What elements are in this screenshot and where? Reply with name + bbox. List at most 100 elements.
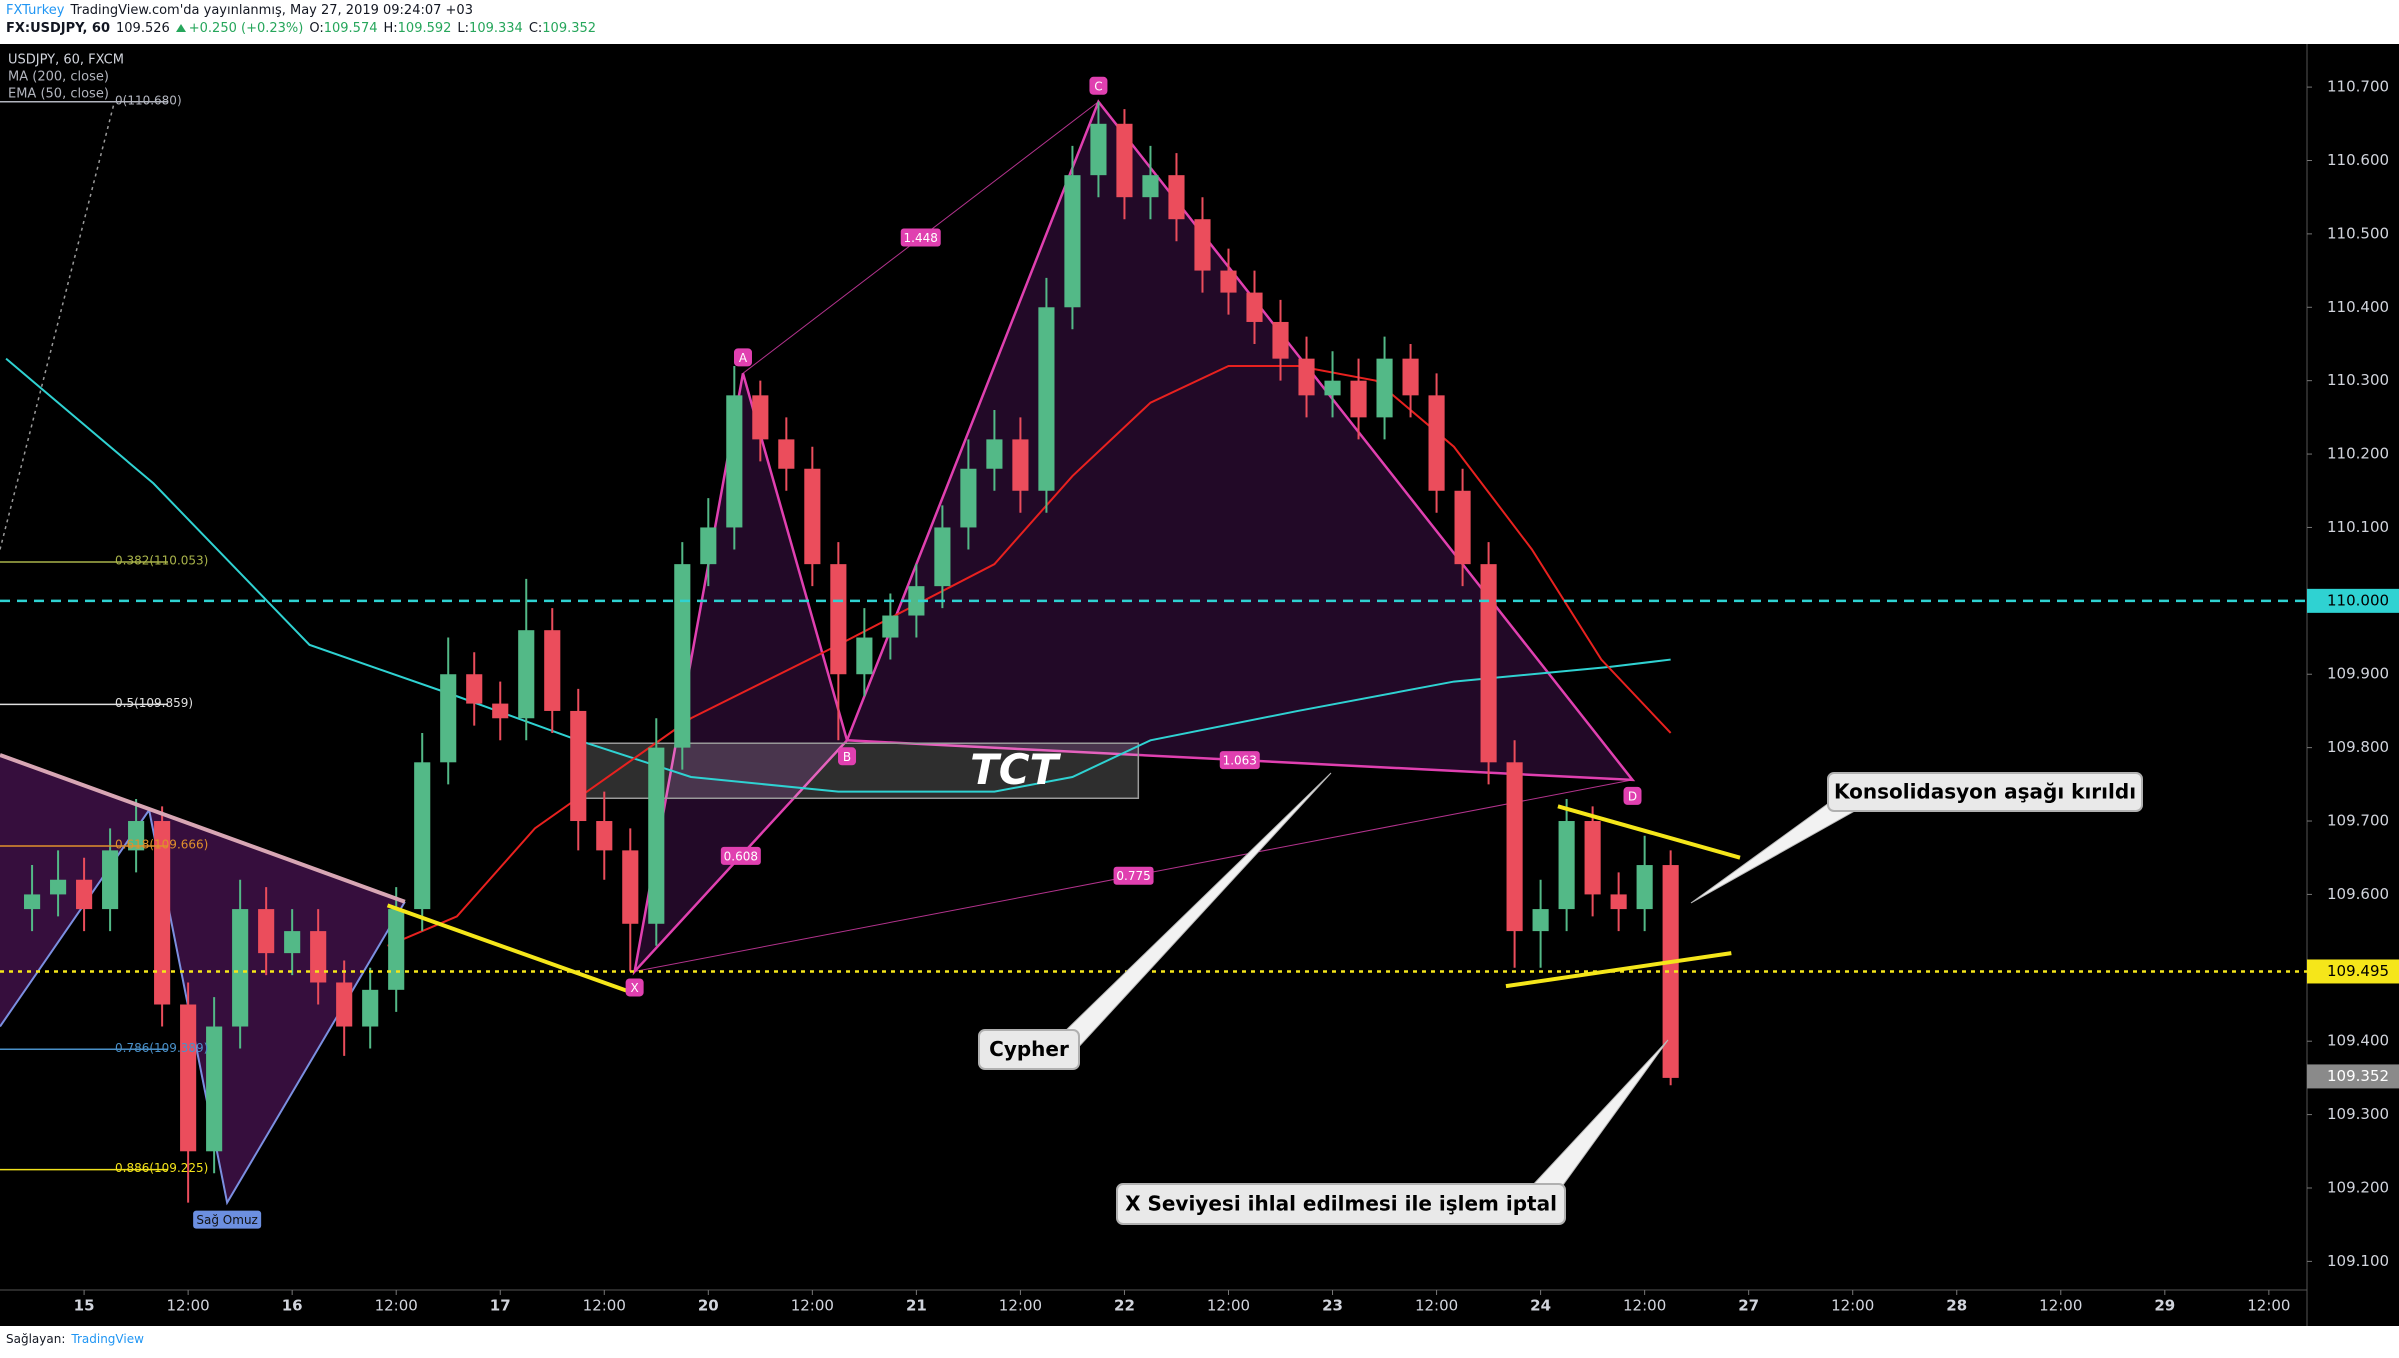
x-tick-label: 20 bbox=[698, 1297, 719, 1315]
candle-body bbox=[128, 821, 145, 851]
candle-body bbox=[284, 931, 301, 954]
candle-body bbox=[1272, 321, 1289, 359]
candle-body bbox=[1220, 270, 1237, 293]
candle-body bbox=[336, 982, 353, 1027]
ratio-label: 1.448 bbox=[904, 231, 938, 245]
candle-body bbox=[544, 630, 561, 711]
candle-body bbox=[596, 821, 613, 851]
last-price-label: 109.352 bbox=[2327, 1067, 2389, 1085]
change: +0.250 (+0.23%) bbox=[175, 21, 303, 36]
x-tick-label: 22 bbox=[1114, 1297, 1135, 1315]
candle-body bbox=[1194, 219, 1211, 271]
y-tick-label: 110.400 bbox=[2327, 298, 2389, 316]
candle-body bbox=[414, 762, 431, 910]
pattern-point-bg bbox=[1623, 786, 1642, 805]
candle-body bbox=[1376, 358, 1393, 418]
y-tick-label: 110.100 bbox=[2327, 518, 2389, 536]
candle-body bbox=[1532, 909, 1549, 932]
candle-body bbox=[804, 468, 821, 565]
ohlc-label: C: bbox=[528, 21, 543, 36]
pattern-point-label: A bbox=[739, 351, 748, 365]
callout-text: Cypher bbox=[989, 1037, 1069, 1061]
candle-body bbox=[24, 894, 41, 910]
x-tick-label: 12:00 bbox=[375, 1297, 418, 1315]
symbol: FX:USDJPY, 60 bbox=[6, 21, 110, 36]
pattern-point-label: D bbox=[1628, 789, 1637, 803]
callout-text: Konsolidasyon aşağı kırıldı bbox=[1834, 780, 2136, 804]
candle-body bbox=[960, 468, 977, 528]
h-line-label: 109.495 bbox=[2327, 962, 2389, 980]
ratio-bg bbox=[720, 846, 761, 865]
x-tick-label: 12:00 bbox=[1831, 1297, 1874, 1315]
ratio-bg bbox=[900, 228, 941, 247]
plot bbox=[0, 99, 1741, 1206]
y-tick-label: 109.600 bbox=[2327, 885, 2389, 903]
pattern-point-bg bbox=[838, 747, 857, 766]
zone bbox=[573, 742, 1140, 800]
trend-line bbox=[1505, 951, 1732, 989]
pattern-point-bg bbox=[733, 348, 752, 367]
pattern-point-bg bbox=[625, 978, 644, 997]
ohlc-value: 109.592 bbox=[397, 21, 452, 36]
x-tick-label: 24 bbox=[1530, 1297, 1551, 1315]
left-pattern-label-bg bbox=[193, 1210, 262, 1229]
candle-body bbox=[1558, 821, 1575, 910]
ratio-bg bbox=[1113, 866, 1154, 885]
ratio-bg bbox=[1219, 751, 1260, 770]
footer: Sağlayan: TradingView bbox=[6, 1332, 144, 1346]
left-pattern-label: Sağ Omuz bbox=[196, 1213, 257, 1227]
candle-body bbox=[882, 615, 899, 638]
pattern-point-label: C bbox=[1094, 79, 1102, 93]
candle-body bbox=[752, 395, 769, 440]
x-tick-label: 28 bbox=[1946, 1297, 1967, 1315]
candle-body bbox=[1584, 821, 1601, 895]
ohlc-label: O: bbox=[309, 21, 324, 36]
candle-body bbox=[986, 439, 1003, 469]
brand[interactable]: TradingView bbox=[71, 1332, 144, 1346]
y-tick-label: 109.800 bbox=[2327, 738, 2389, 756]
pattern-point-label: X bbox=[631, 981, 639, 995]
x-tick-label: 12:00 bbox=[1415, 1297, 1458, 1315]
fib-label: 0(110.680) bbox=[115, 93, 182, 107]
candle-body bbox=[518, 630, 535, 719]
x-tick-label: 12:00 bbox=[2247, 1297, 2290, 1315]
y-tick-label: 109.200 bbox=[2327, 1178, 2389, 1196]
ratio-label: 0.608 bbox=[724, 849, 758, 863]
candle-body bbox=[1012, 439, 1029, 491]
x-tick-label: 12:00 bbox=[1207, 1297, 1250, 1315]
x-tick-label: 12:00 bbox=[791, 1297, 834, 1315]
candle-body bbox=[1350, 380, 1367, 418]
last-price-bg bbox=[2307, 1064, 2399, 1089]
x-tick-label: 16 bbox=[282, 1297, 303, 1315]
candle-body bbox=[1064, 175, 1081, 308]
ohlc: O:109.574 H:109.592 L:109.334 C:109.352 bbox=[309, 21, 602, 36]
trend-line bbox=[386, 903, 636, 996]
candle-body bbox=[492, 703, 509, 719]
candle-body bbox=[258, 909, 275, 954]
callout-box bbox=[1116, 1183, 1566, 1225]
candle-body bbox=[1402, 358, 1419, 396]
candle-body bbox=[778, 439, 795, 469]
candle-body bbox=[154, 821, 171, 1005]
callout-text: X Seviyesi ihlal edilmesi ile işlem ipta… bbox=[1125, 1192, 1557, 1216]
x-tick-label: 12:00 bbox=[2039, 1297, 2082, 1315]
candle-body bbox=[1116, 123, 1133, 198]
publisher[interactable]: FXTurkey bbox=[6, 3, 65, 18]
ohlc-value: 109.334 bbox=[469, 21, 523, 36]
candle-body bbox=[700, 527, 717, 565]
x-tick-label: 17 bbox=[490, 1297, 511, 1315]
ohlc-value: 109.352 bbox=[542, 21, 597, 36]
fib-label: 0.786(109.389) bbox=[115, 1041, 208, 1055]
x-tick-label: 12:00 bbox=[1623, 1297, 1666, 1315]
candle-body bbox=[1168, 175, 1185, 220]
y-tick-label: 109.900 bbox=[2327, 665, 2389, 683]
candle-body bbox=[1090, 123, 1107, 176]
zone-label: TCT bbox=[970, 745, 1061, 794]
candle-body bbox=[50, 879, 67, 895]
y-tick-label: 109.300 bbox=[2327, 1105, 2389, 1123]
x-tick-label: 29 bbox=[2154, 1297, 2175, 1315]
candle-body bbox=[310, 931, 327, 983]
ohlc-value: 109.574 bbox=[323, 21, 378, 36]
legend-item: MA (200, close) bbox=[8, 70, 109, 85]
